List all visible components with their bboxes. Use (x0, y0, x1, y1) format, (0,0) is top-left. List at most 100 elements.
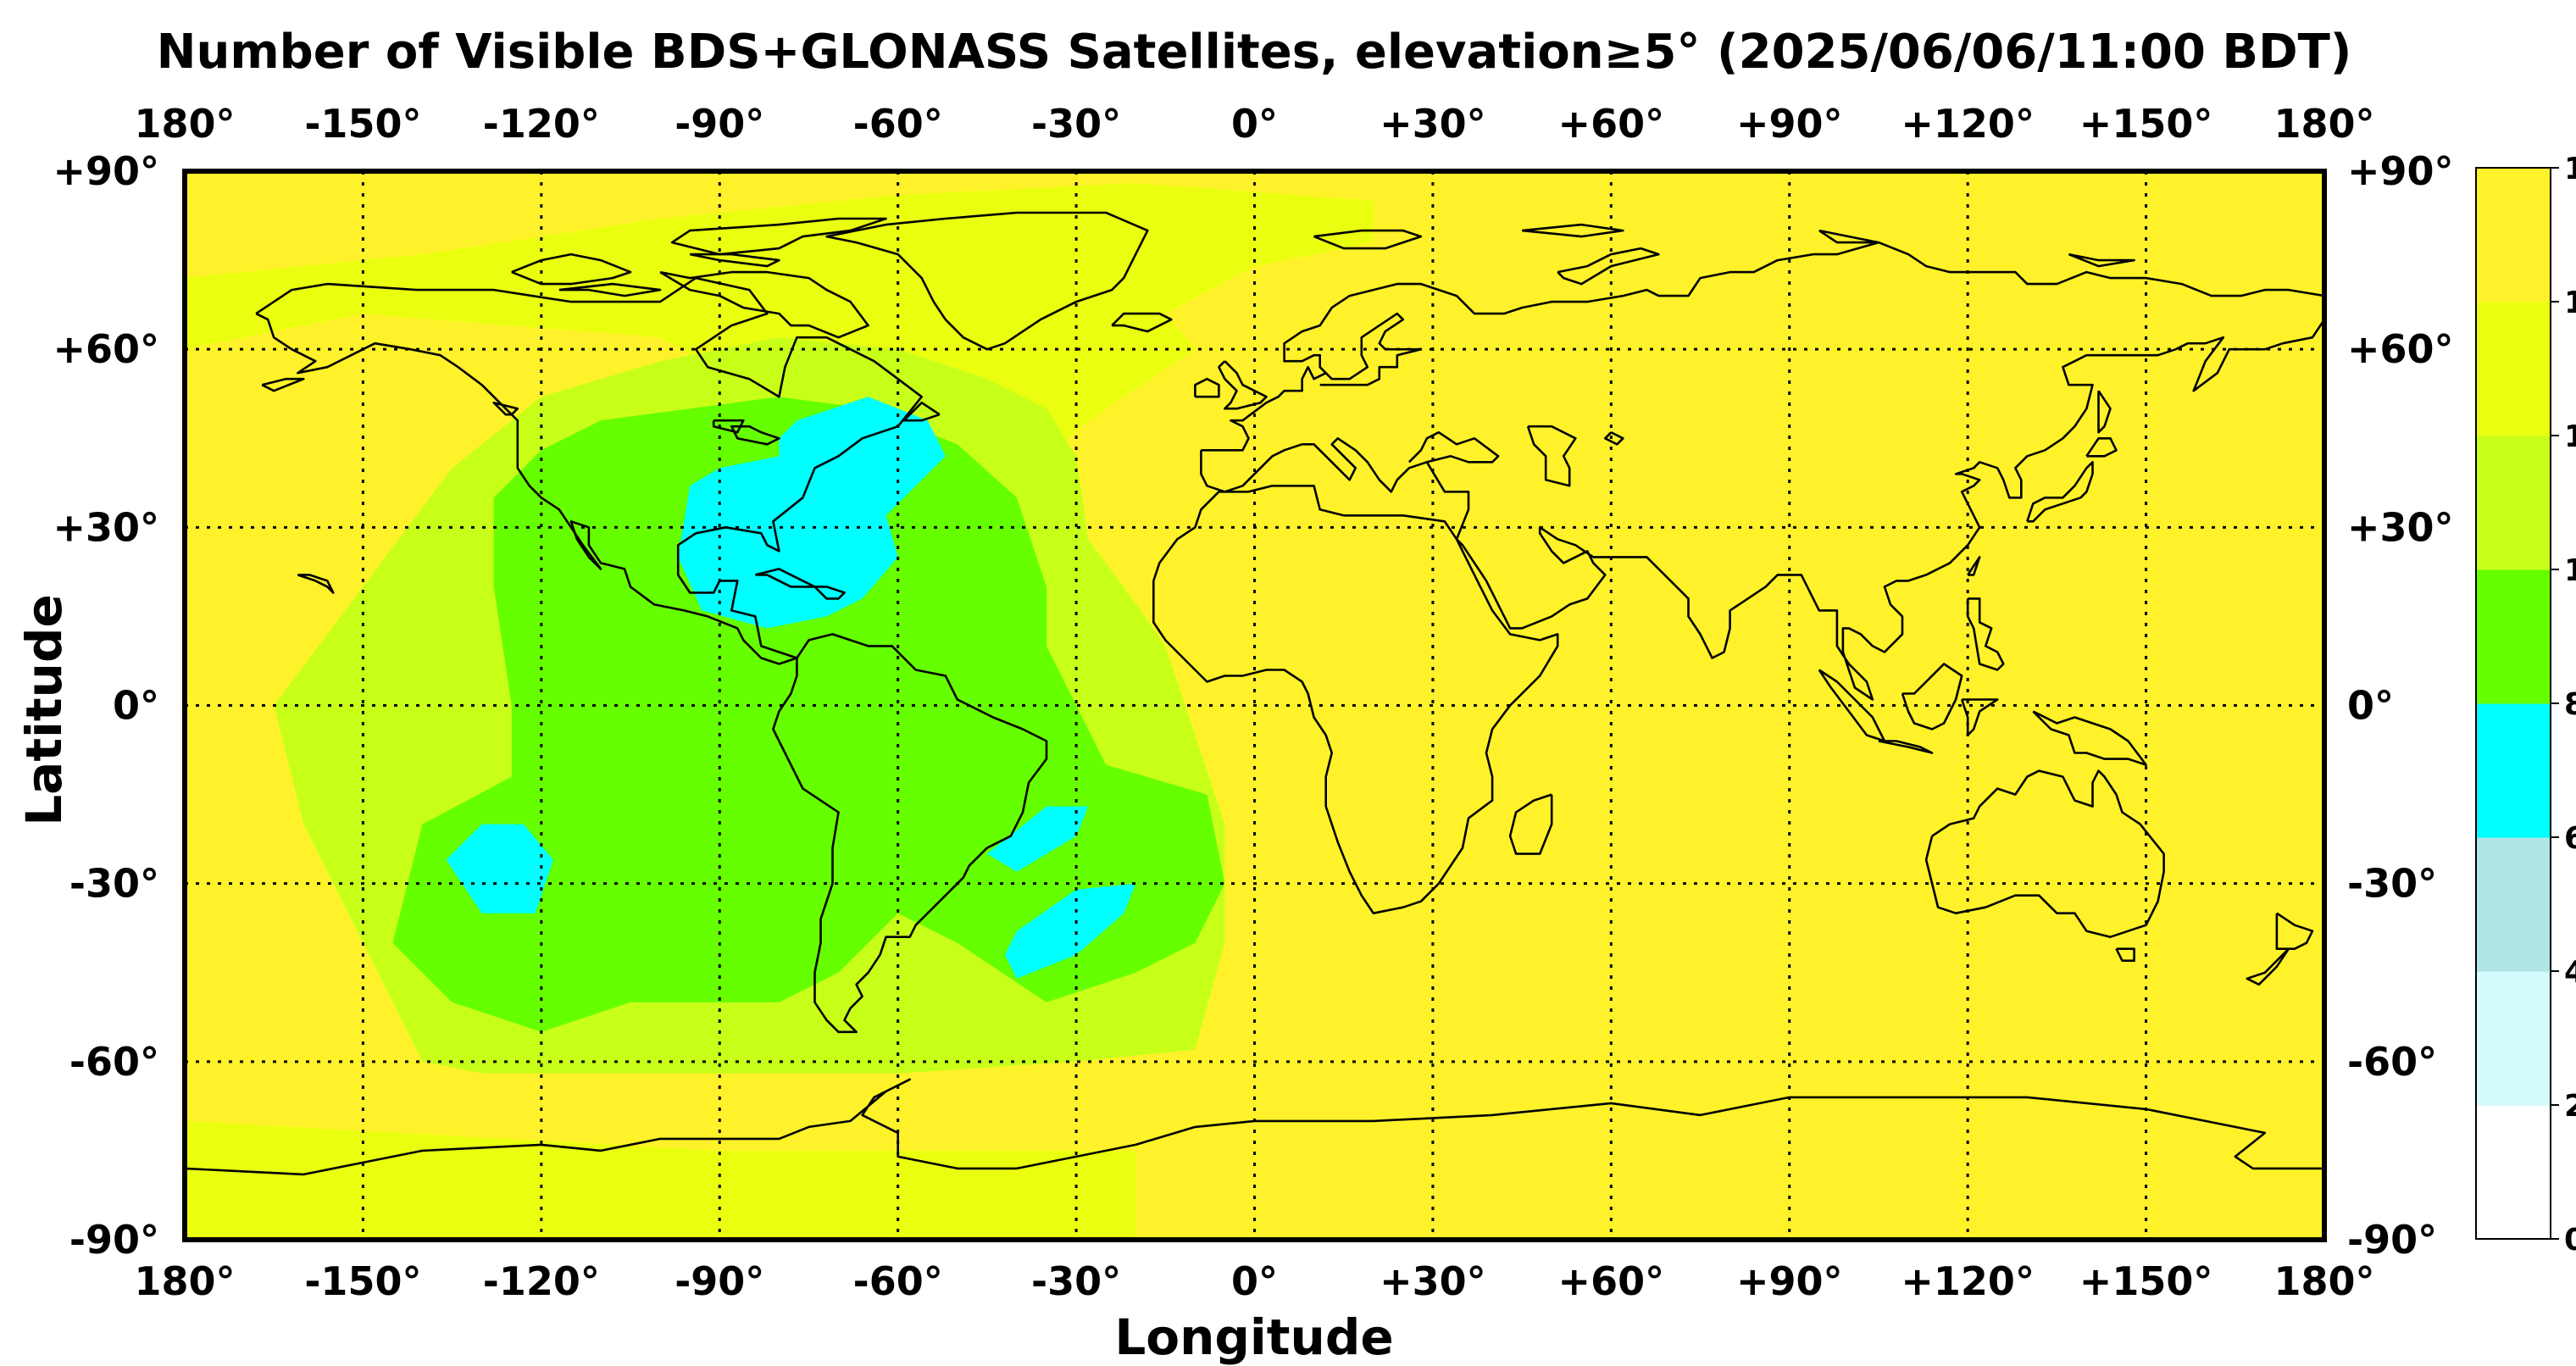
map-border (182, 169, 2327, 1242)
coastline-7 (1319, 312, 1423, 386)
lon-tick-bottom: +30° (1380, 1258, 1486, 1304)
lon-tick-top: 180° (2273, 101, 2374, 147)
coastline-46 (1604, 431, 1624, 446)
lat-tick-left: +30° (53, 504, 159, 550)
colorbar-tick-label: 4 (2564, 955, 2576, 990)
field-region-6 (986, 806, 1089, 872)
lon-tick-bottom: -150° (304, 1258, 421, 1304)
lat-tick-left: -60° (69, 1039, 159, 1085)
coastlines (185, 211, 2324, 1176)
latitude-ticks-left: +90° +60° +30° 0° -30° -60° -90° (53, 148, 159, 1263)
lon-tick-bottom: -60° (853, 1258, 943, 1304)
coastline-11 (1508, 793, 1553, 855)
coastline-0 (255, 276, 923, 665)
colorbar-tick-label: 8 (2564, 687, 2576, 722)
lon-tick-top: -60° (853, 101, 943, 147)
lat-tick-right: +60° (2347, 326, 2454, 372)
lat-tick-right: +90° (2347, 148, 2454, 194)
lon-tick-bottom: -90° (675, 1258, 764, 1304)
coastline-38 (2068, 253, 2135, 268)
coastline-44 (297, 574, 335, 594)
coastline-36 (1818, 229, 1880, 244)
coastline-1 (772, 633, 1048, 1034)
field-region-5 (446, 824, 553, 913)
coastline-24 (1967, 556, 1981, 576)
field-region-3 (392, 397, 1225, 1032)
colorbar-segment (2476, 837, 2551, 972)
coastline-8 (1218, 360, 1268, 410)
lon-tick-top: 180° (134, 101, 235, 147)
coastline-29 (670, 217, 887, 256)
coastline-28 (185, 1078, 2324, 1176)
lon-tick-top: +150° (2079, 101, 2213, 147)
coastline-41 (902, 401, 941, 422)
lon-tick-bottom: +60° (1558, 1258, 1665, 1304)
latitude-ticks-right: +90° +60° +30° 0° -30° -60° -90° (2347, 148, 2454, 1263)
lat-tick-right: -60° (2347, 1039, 2437, 1085)
coastline-21 (1960, 698, 1999, 736)
colorbar-segment (2476, 168, 2551, 303)
lon-tick-top: -90° (675, 101, 764, 147)
coastline-37 (1557, 247, 1660, 286)
longitude-ticks-bottom: 180° -150° -120° -90° -60° -30° 0° +30° +60° +90°… (134, 1258, 2374, 1304)
lat-tick-left: -90° (69, 1217, 159, 1263)
colorbar-segment (2476, 436, 2551, 570)
colorbar: 0 2 4 6 8 10 12 14 16 (2475, 152, 2576, 1258)
coastline-5 (1425, 319, 2324, 701)
lon-tick-top: +60° (1558, 101, 1665, 147)
lon-tick-bottom: 180° (2273, 1258, 2374, 1304)
coastline-31 (511, 253, 632, 286)
coastline-15 (2246, 947, 2290, 986)
coastline-43 (712, 419, 745, 434)
coastline-40 (2097, 390, 2112, 434)
lon-tick-top: +30° (1380, 101, 1486, 147)
lat-tick-left: -30° (69, 861, 159, 907)
colorbar-tick-label: 12 (2564, 419, 2576, 454)
lon-tick-bottom: +150° (2079, 1258, 2213, 1304)
coastline-33 (689, 253, 780, 268)
coastline-4 (1200, 430, 1500, 493)
coastline-20 (1901, 663, 1963, 730)
lon-tick-bottom: +120° (1901, 1258, 2035, 1304)
lon-tick-top: +120° (1901, 101, 2035, 147)
coastline-14 (2275, 912, 2314, 950)
coastline-27 (492, 401, 519, 416)
lat-tick-left: +90° (53, 148, 159, 194)
coastline-13 (2115, 947, 2135, 962)
lon-tick-bottom: -120° (483, 1258, 600, 1304)
coastline-35 (1313, 229, 1423, 250)
lon-tick-top: 0° (1231, 101, 1278, 147)
coastline-3 (1152, 485, 1559, 914)
coastline-17 (2085, 437, 2118, 458)
coastline-22 (2032, 710, 2147, 766)
coastline-45 (1526, 425, 1577, 487)
coastline-39 (261, 377, 305, 392)
coastline-9 (1194, 377, 1220, 398)
colorbar-tick-label: 10 (2564, 553, 2576, 588)
coastline-19 (1878, 740, 1934, 754)
colorbar-tick-label: 16 (2564, 152, 2576, 186)
lon-tick-top: -150° (304, 101, 421, 147)
lon-tick-top: -30° (1031, 101, 1121, 147)
coastline-32 (558, 282, 662, 297)
coastline-26 (813, 586, 846, 600)
x-axis-label: Longitude (1114, 1308, 1393, 1366)
coastline-34 (1521, 223, 1624, 238)
colorbar-segment (2476, 569, 2551, 704)
colorbar-segment (2476, 971, 2551, 1106)
lon-tick-bottom: 0° (1231, 1258, 1278, 1304)
colorbar-tick-label: 14 (2564, 286, 2576, 320)
map-plot-area (182, 169, 2327, 1242)
lon-tick-bottom: 180° (134, 1258, 235, 1304)
lon-tick-top: -120° (483, 101, 600, 147)
field-region-4 (678, 397, 946, 629)
lat-tick-right: +30° (2347, 504, 2454, 550)
coastline-42 (730, 425, 780, 446)
field-region-7 (1004, 883, 1136, 979)
lon-tick-bottom: +90° (1736, 1258, 1843, 1304)
field-region-0 (185, 171, 1136, 1240)
lon-tick-bottom: -30° (1031, 1258, 1121, 1304)
coastline-6 (1201, 241, 2324, 452)
y-axis-label: Latitude (15, 594, 73, 826)
